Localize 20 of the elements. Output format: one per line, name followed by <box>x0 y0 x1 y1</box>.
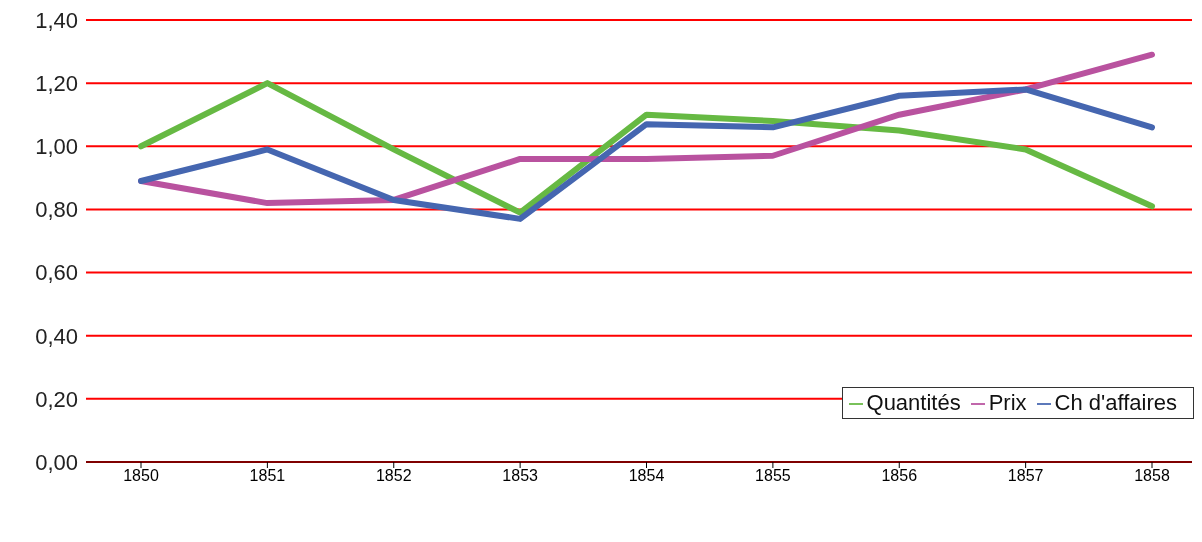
y-tick-label: 0,00 <box>35 449 78 475</box>
x-tick-label: 1857 <box>1007 467 1044 485</box>
x-tick-label: 1858 <box>1134 467 1170 485</box>
y-tick-label: 0,60 <box>35 260 78 286</box>
y-tick-label: 1,20 <box>35 70 78 96</box>
legend-label: Quantités <box>866 390 961 415</box>
x-tick-label: 1856 <box>881 467 918 485</box>
y-tick-label: 0,20 <box>35 386 78 412</box>
x-tick-label: 1855 <box>755 467 791 485</box>
y-tick-label: 1,40 <box>35 7 78 33</box>
y-tick-label: 1,00 <box>35 134 78 160</box>
x-tick-label: 1854 <box>628 467 665 485</box>
x-tick-label: 1850 <box>123 467 159 485</box>
y-tick-label: 0,80 <box>35 197 78 223</box>
x-tick-label: 1853 <box>502 467 539 485</box>
legend-label: Ch d'affaires <box>1054 390 1177 415</box>
y-tick-label: 0,40 <box>35 323 78 349</box>
x-tick-label: 1852 <box>375 467 412 485</box>
x-tick-label: 1851 <box>249 467 286 485</box>
legend-label: Prix <box>988 390 1027 415</box>
